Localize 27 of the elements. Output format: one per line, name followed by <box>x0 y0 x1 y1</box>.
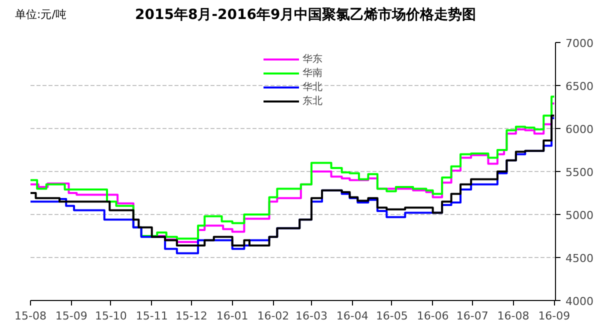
x-tick-label: 16-08 <box>497 310 530 322</box>
x-tick-label: 16-02 <box>257 310 290 322</box>
y-tick-label: 4500 <box>566 252 594 265</box>
legend-label: 华北 <box>302 80 322 94</box>
y-tick-label: 4000 <box>566 295 594 308</box>
x-tick-label: 16-01 <box>216 310 248 322</box>
x-tick-label: 16-04 <box>336 310 368 322</box>
x-tick-label: 15-08 <box>14 310 46 322</box>
y-tick-label: 6000 <box>566 123 594 136</box>
y-tick-label: 7000 <box>566 37 594 50</box>
y-tick-label: 5500 <box>566 166 594 179</box>
x-tick-label: 16-07 <box>456 310 488 322</box>
x-tick-label: 15-09 <box>55 310 88 322</box>
x-tick-label: 16-06 <box>416 310 449 322</box>
x-tick-label: 16-03 <box>295 310 328 322</box>
x-tick-label: 15-10 <box>94 310 127 322</box>
legend-label: 华东 <box>302 52 322 66</box>
x-tick-label: 16-05 <box>376 310 408 322</box>
legend-label: 华南 <box>302 66 322 80</box>
x-tick-label: 15-11 <box>136 310 168 322</box>
y-tick-label: 5000 <box>566 209 594 222</box>
chart-title: 2015年8月-2016年9月中国聚氯乙烯市场价格走势图 <box>135 6 476 25</box>
legend-label: 东北 <box>302 94 322 108</box>
text: 单位:元/吨 <box>15 7 68 23</box>
x-tick-label: 16-09 <box>538 310 570 322</box>
y-tick-label: 6500 <box>566 80 594 93</box>
x-tick-label: 15-12 <box>175 310 208 322</box>
